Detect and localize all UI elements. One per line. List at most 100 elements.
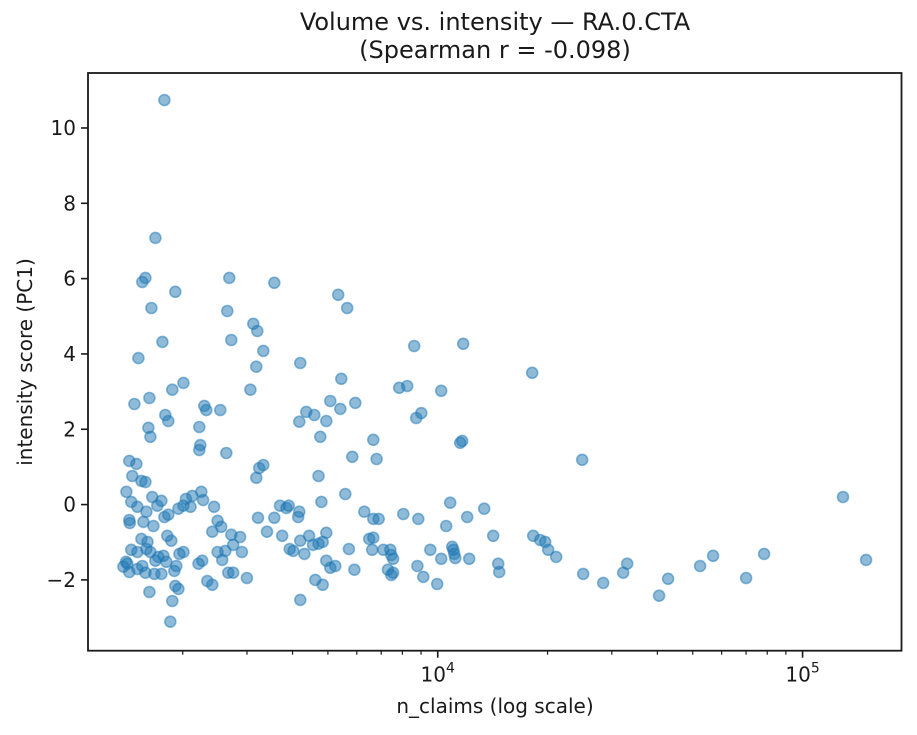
scatter-point [549, 550, 563, 564]
scatter-point [366, 433, 380, 447]
scatter-point [334, 372, 348, 386]
scatter-point [652, 589, 666, 603]
scatter-point [331, 288, 345, 302]
scatter-point [292, 415, 306, 429]
scatter-point [161, 529, 174, 543]
scatter-point [207, 500, 221, 514]
scatter-point [443, 496, 457, 510]
scatter-point [460, 510, 474, 524]
scatter-point [596, 576, 610, 590]
chart-subtitle: (Spearman r = -0.098) [359, 36, 631, 64]
scatter-point [139, 475, 152, 489]
scatter-point [166, 383, 179, 397]
scatter-point [315, 495, 328, 509]
y-axis-label: intensity score (PC1) [13, 258, 37, 466]
scatter-point [307, 408, 321, 422]
scatter-point [407, 339, 421, 353]
scatter-point [251, 511, 265, 525]
scatter-point [400, 379, 414, 393]
scatter-point [333, 402, 347, 416]
scatter-point [173, 547, 186, 561]
y-tick-label: 8 [63, 191, 76, 215]
scatter-point [328, 559, 342, 573]
scatter-point [196, 493, 210, 507]
scatter-point [477, 502, 491, 516]
scatter-point [158, 93, 171, 107]
scatter-point [250, 324, 264, 338]
y-tick-label: 0 [63, 493, 76, 517]
scatter-point [372, 512, 386, 526]
scatter-point [220, 446, 233, 460]
scatter-point [439, 519, 453, 533]
scatter-point [706, 549, 720, 563]
x-tick-label: 105 [785, 661, 819, 687]
scatter-point [206, 525, 219, 539]
y-tick-label: 2 [63, 417, 76, 441]
scatter-point [223, 271, 236, 285]
scatter-point [411, 559, 424, 573]
scatter-point [123, 565, 136, 579]
scatter-point [256, 458, 270, 472]
scatter-point [184, 500, 197, 514]
y-tick-label: 10 [51, 116, 76, 140]
scatter-point [164, 615, 177, 629]
scatter-point [145, 301, 158, 315]
scatter-point [166, 594, 179, 608]
scatter-point [286, 544, 300, 558]
x-tick-label: 104 [421, 661, 455, 687]
scatter-point [486, 529, 500, 543]
scatter-point [123, 516, 137, 530]
scatter-point [396, 507, 410, 521]
scatter-point [348, 563, 361, 577]
scatter-point [319, 414, 333, 428]
scatter-point [366, 531, 380, 545]
scatter-point [172, 502, 185, 516]
scatter-point [345, 450, 359, 464]
scatter-point [193, 443, 206, 457]
scatter-point [256, 344, 270, 358]
x-axis-label: n_claims (log scale) [396, 694, 594, 718]
scatter-point [430, 577, 444, 591]
scatter-point [143, 585, 156, 599]
scatter-point [162, 414, 175, 428]
scatter-point [416, 570, 430, 584]
scatter-point [492, 565, 506, 579]
scatter-point [319, 526, 333, 540]
scatter-point [130, 457, 143, 471]
scatter-point [233, 530, 247, 544]
scatter-point [195, 554, 209, 568]
scatter-point [386, 566, 400, 580]
scatter-point [214, 403, 227, 417]
scatter-point [193, 420, 206, 434]
scatter-point [661, 572, 675, 586]
scatter-point [323, 394, 337, 408]
scatter-point [132, 351, 145, 365]
scatter-point [147, 519, 160, 533]
scatter-point [172, 582, 185, 596]
scatter-point [411, 512, 425, 526]
scatter-point [383, 543, 397, 557]
scatter-point [836, 490, 850, 504]
scatter-point [249, 360, 263, 374]
scatter-point [541, 543, 555, 557]
scatter-point [693, 559, 707, 573]
scatter-point [357, 505, 371, 519]
scatter-point [316, 578, 330, 592]
scatter-point [244, 383, 257, 397]
scatter-point [149, 231, 162, 245]
scatter-point [423, 543, 437, 557]
scatter-point [576, 567, 590, 581]
scatter-point [338, 487, 352, 501]
scatter-point [267, 276, 281, 290]
scatter-point [275, 529, 289, 543]
scatter-point [291, 510, 305, 524]
scatter-point [260, 525, 274, 539]
scatter-point [370, 452, 383, 466]
scatter-point [206, 578, 219, 592]
scatter-point [221, 304, 234, 318]
scatter-point [226, 538, 240, 552]
y-tick-label: −2 [47, 568, 76, 592]
scatter-point [162, 508, 175, 522]
